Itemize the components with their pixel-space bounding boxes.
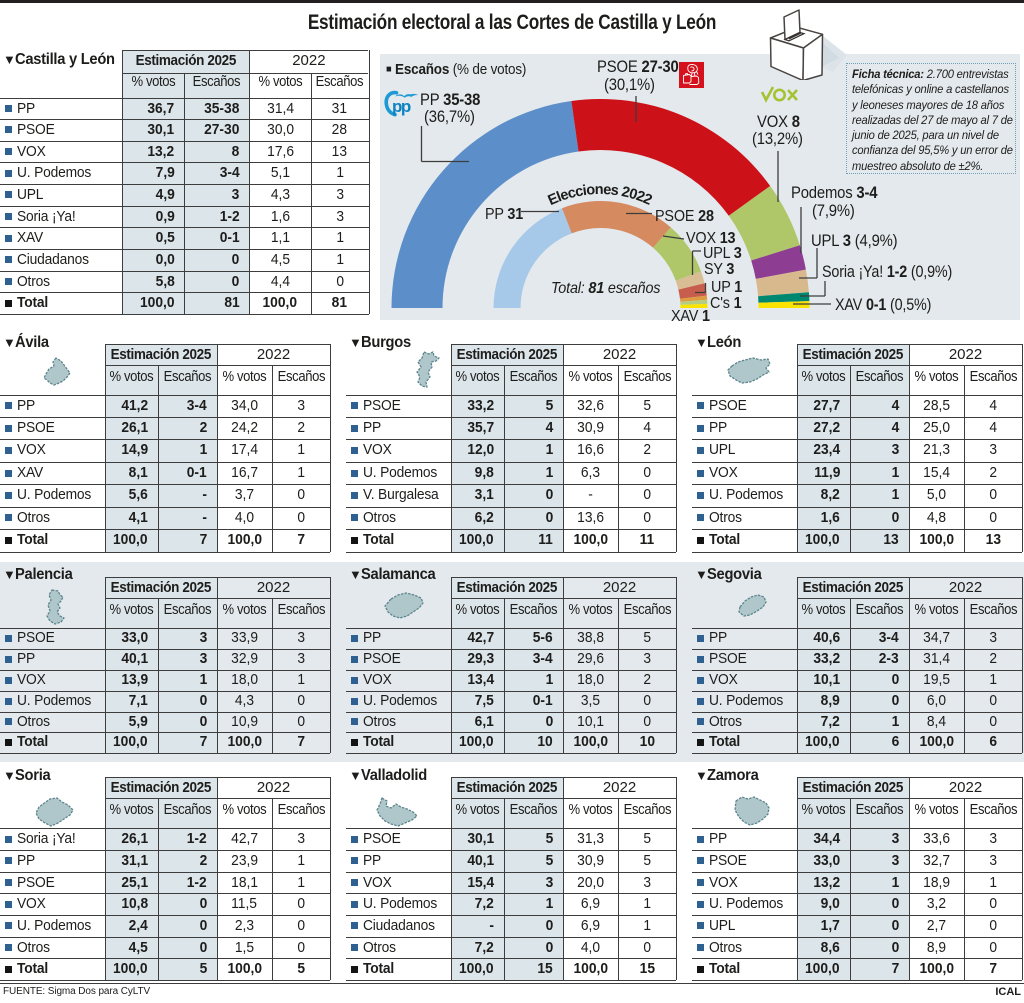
svg-text:pp: pp <box>392 97 411 116</box>
